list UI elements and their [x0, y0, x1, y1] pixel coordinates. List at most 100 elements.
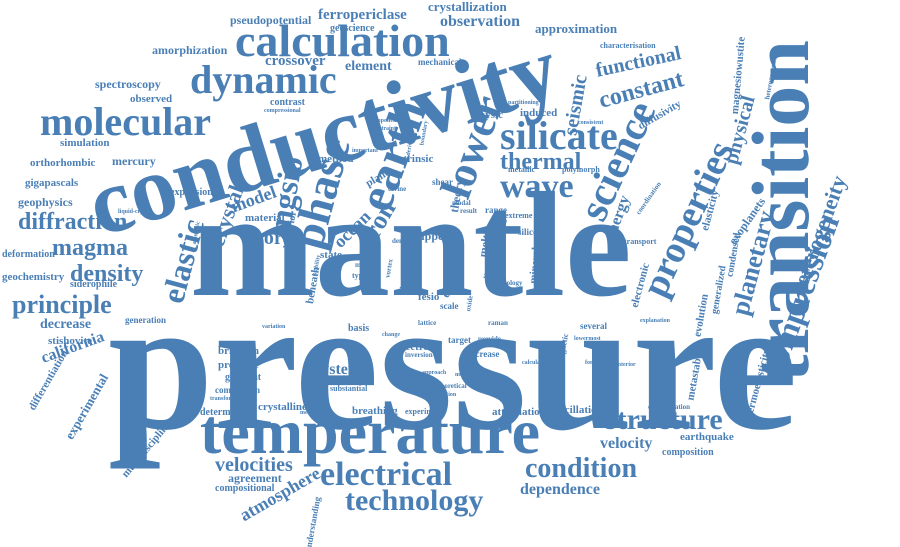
word-spectroscopy: spectroscopy: [95, 77, 161, 91]
word-silicate: silicate: [500, 113, 618, 158]
word-mechanism: mechanism: [300, 410, 329, 416]
word-method: method: [318, 153, 354, 165]
word-formation: formation: [585, 360, 611, 366]
word-free: free: [367, 281, 381, 290]
word-stishovite: stishovite: [48, 335, 92, 347]
word-decrease: decrease: [40, 317, 92, 332]
word-several: several: [580, 321, 607, 331]
word-deformation: deformation: [2, 249, 55, 260]
word-ferropericlase: ferropericlase: [318, 7, 407, 23]
word-extreme: extreme: [505, 211, 533, 220]
word-theoretical: theoretical: [435, 382, 467, 390]
word-oscillation: oscillation: [555, 404, 603, 416]
word-consistent: consistent: [578, 120, 604, 126]
word-agreement: agreement: [228, 471, 282, 485]
word-temperature: temperature: [200, 396, 540, 467]
word-observed: observed: [130, 93, 173, 105]
word-inversion: inversion: [405, 351, 433, 359]
word-modal: modal: [452, 199, 471, 207]
word-liquid-crystal: liquid-crystal: [118, 209, 153, 215]
word-breathing: breathing: [352, 405, 398, 417]
word-metallic: metallic: [508, 165, 536, 174]
word-polymorph: polymorph: [562, 165, 600, 174]
word-variation: variation: [262, 324, 286, 330]
word-matter: matter: [355, 261, 376, 269]
word-basis: basis: [348, 323, 370, 334]
word-uncertainty: uncertainty: [322, 378, 352, 384]
word-dense: dense: [392, 237, 409, 245]
word-physic: physic: [473, 109, 503, 121]
word-calculated: calculated: [522, 360, 548, 366]
word-experimental: experimental: [61, 371, 112, 442]
word-siderophile: siderophile: [70, 279, 118, 290]
word-composition: composition: [662, 447, 714, 458]
word-shear: shear: [432, 177, 453, 187]
word-determined: determined: [200, 407, 249, 418]
word-characterisation: characterisation: [600, 41, 656, 50]
word-observation: observation: [440, 13, 520, 30]
word-result: result: [460, 207, 477, 215]
word-diffraction: diffraction: [18, 209, 128, 235]
word-geochemistry: geochemistry: [2, 271, 65, 283]
word-crystalline: crystalline: [258, 401, 307, 413]
word-induced: induced: [520, 107, 558, 119]
word-electrical: electrical: [320, 456, 453, 493]
word-upper: upper: [418, 229, 449, 243]
word-fesio: fesio: [418, 291, 440, 303]
word-orthorhombic: orthorhombic: [30, 157, 96, 169]
word-approach: approach: [422, 370, 447, 376]
word-scale: scale: [440, 301, 459, 311]
word-lattice: lattice: [418, 319, 437, 327]
word-mantle: mantle: [190, 162, 632, 328]
word-raman: raman: [488, 319, 508, 327]
word-type: type: [352, 271, 367, 280]
word-magma: magma: [52, 235, 128, 261]
word-calculation: calculation: [235, 15, 450, 66]
word-range: range: [485, 205, 507, 215]
word-velocities: velocities: [215, 454, 293, 476]
word-core: core: [255, 227, 292, 249]
word-geoscience: geoscience: [330, 23, 375, 34]
word-partitioning: partitioning: [508, 100, 539, 106]
word-increase: increase: [468, 349, 500, 359]
word-wave: wave: [500, 168, 574, 205]
word-principle: principle: [12, 290, 112, 319]
word-geology: geology: [500, 279, 523, 287]
word-comparison: comparison: [215, 385, 260, 395]
word-propagation: propagation: [425, 392, 457, 398]
word-attenuation: attenuation: [492, 406, 546, 418]
word-crystallisation: crystallisation: [648, 403, 690, 411]
word-experiment: experiment: [405, 407, 444, 416]
word-contain: contain: [413, 378, 433, 384]
word-dependence: dependence: [520, 481, 600, 498]
word-crossover: crossover: [265, 53, 326, 69]
word-density: density: [70, 261, 144, 287]
word-condition: condition: [525, 453, 638, 484]
word-mechanical: mechanical: [418, 57, 462, 67]
word-substantial: substantial: [330, 384, 368, 393]
word-important: important: [352, 148, 378, 154]
word-geophysics: geophysics: [18, 195, 73, 209]
word-thermal: thermal: [500, 149, 582, 175]
word-earthquake: earthquake: [680, 431, 734, 443]
word-explanation: explanation: [640, 318, 671, 324]
word-technology: technology: [345, 484, 484, 517]
word-lowermost: lowermost: [574, 336, 601, 342]
word-brillouin: brillouin: [218, 345, 259, 357]
word-target: target: [448, 335, 471, 345]
word-contrast: contrast: [270, 97, 305, 108]
word-province: province: [218, 359, 259, 371]
word-structure: structure: [605, 403, 723, 436]
word-spectra: spectra: [395, 341, 430, 353]
word-interior: interior: [616, 362, 636, 368]
word-extrinsic: extrinsic: [393, 153, 434, 165]
word-compositional: compositional: [215, 483, 275, 494]
word-silicon: silicon: [518, 227, 543, 237]
word-change: change: [382, 332, 400, 338]
word-compressional: compressional: [264, 108, 301, 114]
word-state: state: [320, 249, 342, 261]
word-transformation: transformation: [210, 396, 249, 402]
word-transport: transport: [624, 237, 657, 246]
word-element: element: [345, 59, 392, 74]
